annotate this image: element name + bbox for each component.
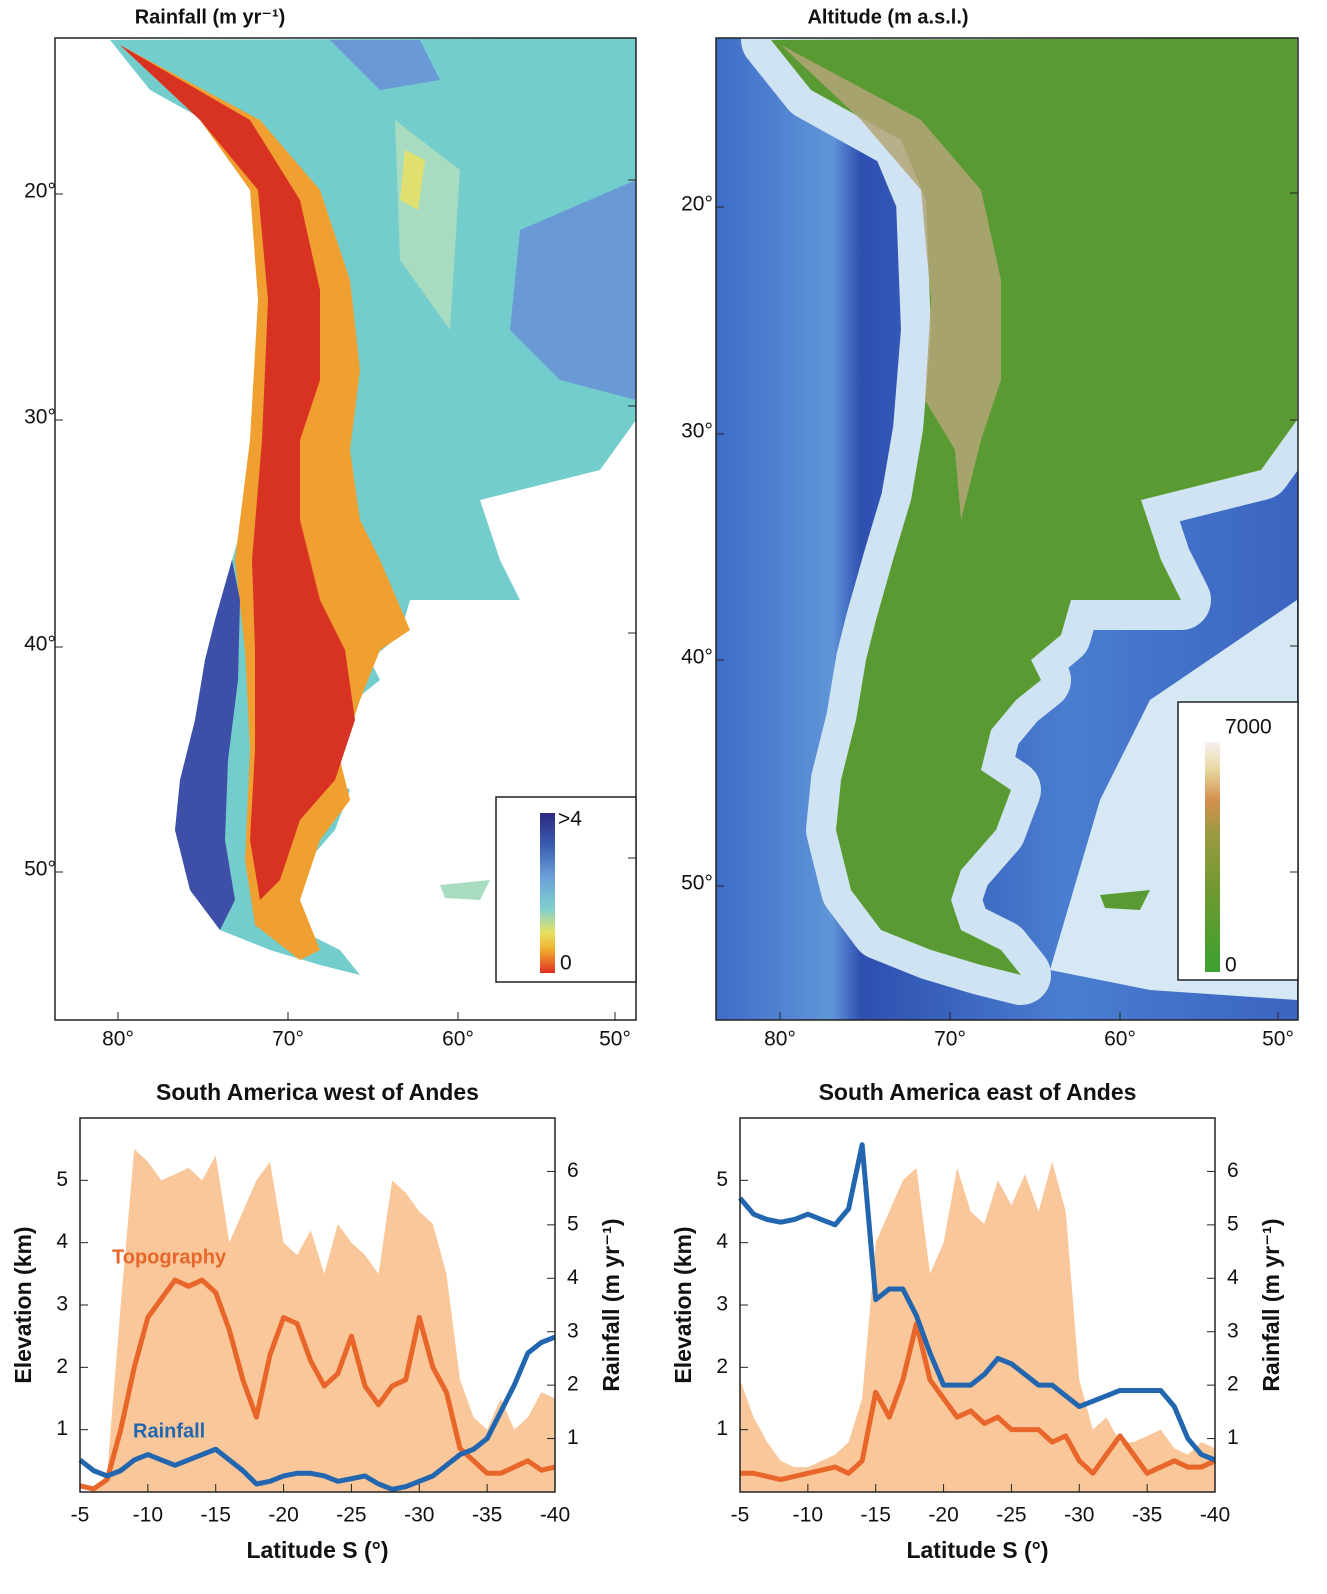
y-tick-label: 5	[56, 1168, 68, 1191]
y2-tick-label: 4	[1227, 1266, 1239, 1289]
legend-label: >4	[558, 808, 582, 831]
y-tick-label: 5	[716, 1168, 728, 1191]
x-tick-label: -40	[540, 1504, 570, 1527]
line	[738, 1142, 1216, 1463]
x-tick-label: -40	[1200, 1504, 1230, 1527]
x-tick-label: -10	[133, 1504, 163, 1527]
area	[80, 1149, 555, 1492]
y-tick-label: 3	[56, 1293, 68, 1316]
y2-axis-title: Rainfall (m yr⁻¹)	[1258, 1218, 1284, 1391]
y-tick-label: 1	[716, 1417, 728, 1440]
y2-tick-label: 2	[1227, 1373, 1239, 1396]
x-tick-label: -10	[793, 1504, 823, 1527]
x-tick-label: -15	[201, 1504, 231, 1527]
y2-tick-label: 1	[567, 1426, 579, 1449]
lat-label: 40°	[681, 646, 713, 669]
series-label: Rainfall	[133, 1420, 205, 1442]
lon-label: 70°	[934, 1028, 966, 1051]
y-tick-label: 2	[56, 1355, 68, 1378]
lon-label: 60°	[1104, 1028, 1136, 1051]
x-tick-label: -5	[731, 1504, 750, 1527]
x-tick-label: -25	[996, 1504, 1026, 1527]
x-tick-label: -5	[71, 1504, 90, 1527]
map-legend-box	[1177, 701, 1299, 981]
map-frame	[715, 37, 1299, 1021]
line	[78, 1334, 556, 1492]
y-axis-title: Elevation (km)	[10, 1226, 36, 1383]
legend-label: 0	[560, 952, 572, 975]
lat-label: 40°	[24, 633, 56, 656]
x-tick-label: -35	[1132, 1504, 1162, 1527]
legend-label: 0	[1225, 954, 1237, 977]
series-label: Topography	[112, 1246, 227, 1268]
lat-label: 50°	[24, 858, 56, 881]
chart: Topography Rainfall 1 2 3 4 5 1 2 3 4 5 6 -5 -10 -15 -20…	[10, 1079, 624, 1563]
chart-title: South America east of Andes	[819, 1079, 1137, 1105]
y2-axis-title: Rainfall (m yr⁻¹)	[598, 1218, 624, 1391]
y-axis-title: Elevation (km)	[670, 1226, 696, 1383]
area	[740, 1161, 1215, 1492]
x-axis-title: Latitude S (°)	[246, 1537, 388, 1563]
lon-label: 80°	[102, 1028, 134, 1051]
y2-tick-label: 4	[567, 1266, 579, 1289]
map-title: Altitude (m a.s.l.)	[807, 6, 968, 28]
map-legend-box	[495, 796, 637, 983]
color-bar	[1205, 742, 1220, 972]
y-tick-label: 4	[716, 1230, 728, 1253]
line	[79, 1277, 556, 1492]
lon-label: 80°	[764, 1028, 796, 1051]
x-tick-label: -15	[861, 1504, 891, 1527]
x-tick-label: -20	[928, 1504, 958, 1527]
rainfall-map	[55, 38, 636, 1020]
x-tick-label: -30	[1064, 1504, 1094, 1527]
lon-label: 50°	[599, 1028, 631, 1051]
x-tick-label: -30	[404, 1504, 434, 1527]
lat-label: 50°	[681, 872, 713, 895]
y2-tick-label: 6	[567, 1159, 579, 1182]
y2-tick-label: 5	[567, 1212, 579, 1235]
y2-tick-label: 5	[1227, 1212, 1239, 1235]
lat-label: 20°	[681, 193, 713, 216]
y-tick-label: 2	[716, 1355, 728, 1378]
y-tick-label: 3	[716, 1293, 728, 1316]
lat-label: 30°	[24, 406, 56, 429]
lon-label: 50°	[1262, 1028, 1294, 1051]
x-tick-label: -35	[472, 1504, 502, 1527]
lon-label: 70°	[272, 1028, 304, 1051]
y2-tick-label: 3	[567, 1319, 579, 1342]
y2-tick-label: 1	[1227, 1426, 1239, 1449]
line	[740, 1321, 1217, 1483]
chart: 1 2 3 4 5 1 2 3 4 5 6 -5 -10 -15 -20 -25 -30 -35 -40 South …	[670, 1079, 1284, 1563]
lat-label: 30°	[681, 420, 713, 443]
x-tick-label: -25	[336, 1504, 366, 1527]
lon-label: 60°	[442, 1028, 474, 1051]
y-tick-label: 1	[56, 1417, 68, 1440]
color-bar	[540, 813, 555, 973]
lat-label: 20°	[24, 180, 56, 203]
map-title: Rainfall (m yr⁻¹)	[135, 6, 286, 28]
y2-tick-label: 3	[1227, 1319, 1239, 1342]
x-axis-title: Latitude S (°)	[906, 1537, 1048, 1563]
x-tick-label: -20	[268, 1504, 298, 1527]
legend-label: 7000	[1225, 716, 1272, 739]
y-tick-label: 4	[56, 1230, 68, 1253]
y2-tick-label: 2	[567, 1373, 579, 1396]
map-frame	[54, 37, 637, 1021]
y2-tick-label: 6	[1227, 1159, 1239, 1182]
chart-title: South America west of Andes	[156, 1079, 479, 1105]
